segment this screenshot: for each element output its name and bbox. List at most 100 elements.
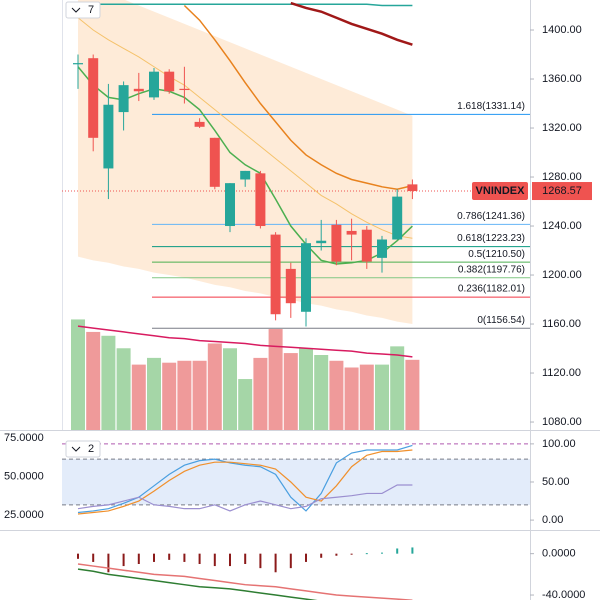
histogram-bar: [92, 553, 95, 562]
moving-average: [77, 66, 413, 265]
y-tick-label: 1160.00: [542, 318, 581, 330]
histogram-bar: [183, 553, 186, 562]
volume-bar: [101, 335, 116, 430]
candle-body: [301, 243, 311, 312]
envelope-band: [78, 0, 413, 325]
candle-body: [149, 71, 159, 98]
volume-bar: [177, 360, 192, 430]
y-tick-label: 1240.00: [542, 220, 582, 232]
histogram-bar: [244, 553, 247, 564]
indicator-toggle[interactable]: [65, 440, 101, 458]
indicator-count: 2: [88, 443, 94, 455]
candle-body: [133, 88, 144, 92]
histogram-bar: [229, 553, 231, 567]
fib-label: 0.618(1223.23): [457, 233, 525, 244]
moving-average: [183, 4, 413, 191]
volume-bar: [131, 364, 146, 430]
volume-bar: [299, 348, 313, 430]
candle-body: [88, 58, 99, 138]
y-tick-label: 1320.00: [542, 122, 582, 134]
volume-bar: [86, 331, 101, 430]
fib-label: 0.5(1210.50): [468, 249, 525, 260]
histogram-bar: [168, 553, 171, 560]
volume-bar: [147, 357, 161, 430]
y-tick-label: -40.0000: [542, 589, 585, 600]
histogram-bar: [122, 553, 125, 567]
indicator-count: 7: [88, 4, 94, 16]
volume-ma: [77, 325, 413, 358]
symbol-tag: [472, 182, 528, 201]
volume-bar: [238, 379, 253, 430]
price-tag: [532, 182, 592, 201]
candle-body: [103, 104, 114, 169]
fib-label: 0(1156.54): [477, 315, 525, 326]
candle-body: [164, 71, 175, 92]
candle-body: [316, 240, 327, 244]
volume-bar: [359, 364, 374, 430]
volume-bar: [162, 362, 177, 430]
stoch-line: [77, 449, 413, 515]
volume-bar: [314, 355, 329, 430]
main-pane: [62, 0, 530, 430]
histogram-bar: [77, 553, 79, 559]
symbol-name: VNINDEX: [476, 185, 526, 197]
fib-label: 1.618(1331.14): [457, 101, 525, 112]
volume-bar: [329, 360, 344, 430]
volume-bar: [268, 329, 283, 430]
y-tick-label: 1080.00: [542, 416, 582, 428]
y-tick-label: 1280.00: [542, 171, 582, 183]
histogram-bar: [335, 553, 338, 556]
price-label: 1268.57: [542, 185, 582, 197]
volume-bar: [207, 343, 222, 430]
histogram-bar: [153, 553, 155, 562]
stoch-pane: [62, 443, 530, 515]
y-tick-label: 50.00: [542, 476, 570, 488]
candle-body: [194, 121, 205, 127]
y-tick-label: 1200.00: [542, 269, 582, 281]
fib-label: 0.382(1197.76): [458, 264, 525, 275]
y2-tick-label: 25.0000: [4, 509, 44, 521]
candle-body: [377, 239, 387, 258]
histogram-bar: [365, 553, 368, 555]
y2-tick-label: 50.0000: [4, 470, 44, 482]
macd-pane: [77, 547, 414, 600]
volume-bar: [375, 364, 389, 430]
volume-bar: [253, 357, 268, 430]
histogram-bar: [381, 552, 383, 554]
histogram-bar: [320, 553, 323, 558]
y-tick-label: 1360.00: [542, 73, 582, 85]
candle-body: [255, 173, 266, 227]
candle-body: [407, 184, 418, 192]
y-tick-label: 1120.00: [542, 367, 581, 379]
fib-label: 0.236(1182.01): [458, 284, 525, 295]
volume-bar: [283, 353, 298, 430]
volume-bar: [344, 367, 359, 430]
volume-bar: [223, 348, 237, 430]
volume-bar: [390, 346, 405, 430]
volume-bar: [71, 319, 85, 430]
candle-body: [361, 229, 372, 262]
y-tick-label: 100.00: [542, 438, 576, 450]
histogram-bar: [274, 553, 277, 573]
candle-body: [209, 137, 220, 187]
stoch-band: [62, 459, 530, 505]
indicator-toggle[interactable]: [65, 1, 101, 19]
chevron: [71, 446, 81, 452]
chevron: [71, 7, 81, 13]
candle-body: [118, 85, 129, 113]
macd-line: [77, 563, 413, 600]
histogram-bar: [259, 553, 262, 569]
candle-body: [392, 196, 403, 240]
histogram-bar: [411, 547, 414, 554]
histogram-bar: [213, 553, 216, 567]
candle-body: [331, 224, 342, 262]
macd-line: [77, 568, 318, 600]
volume-bar: [192, 360, 207, 430]
fib-label: 0.786(1241.36): [457, 211, 525, 222]
histogram-bar: [289, 553, 292, 569]
volume-bar: [116, 348, 131, 430]
histogram-bar: [396, 548, 399, 554]
y-tick-label: 0.00: [542, 514, 563, 526]
candle-body: [270, 234, 281, 315]
